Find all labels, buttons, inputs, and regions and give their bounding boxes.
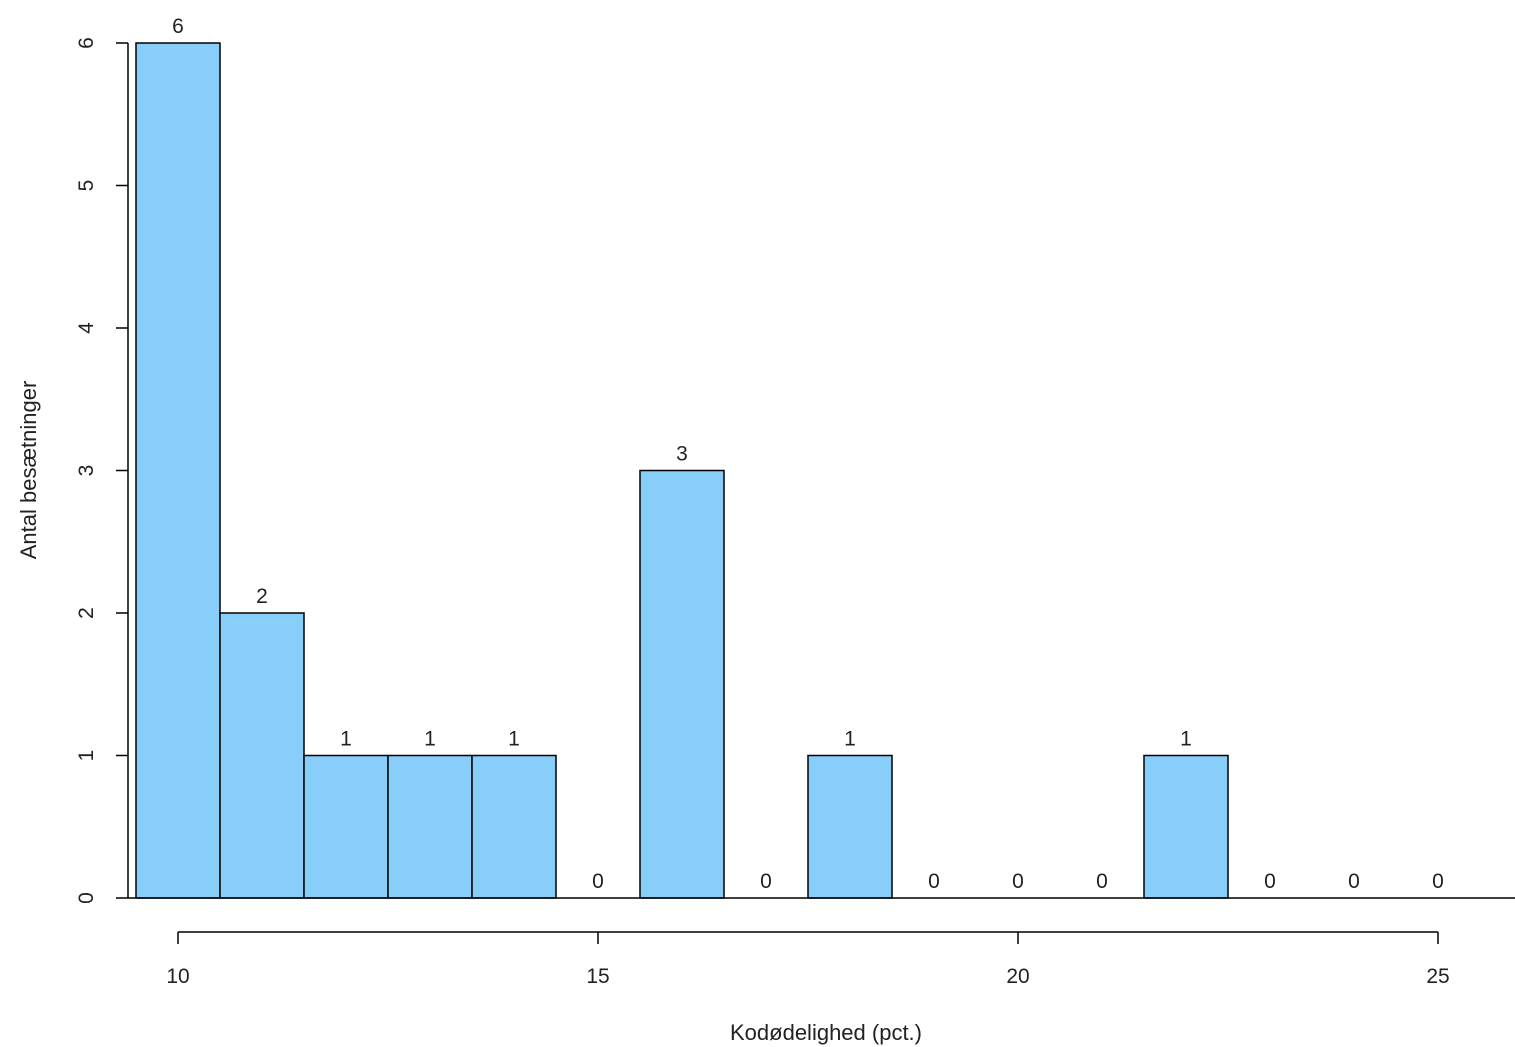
y-tick-label: 3 [75,465,98,477]
bar-count-label: 0 [928,870,940,893]
bar-count-label: 0 [1432,870,1444,893]
bar-count-label: 1 [1180,728,1192,751]
bar-count-label: 2 [256,585,268,608]
bar-count-label: 1 [424,728,436,751]
x-axis-title: Kodødelighed (pct.) [730,1020,922,1045]
y-tick-label: 1 [75,750,98,762]
bar-count-label: 1 [508,728,520,751]
y-axis-title: Antal besætninger [16,381,41,560]
bar-count-label: 0 [1096,870,1108,893]
bar-count-label: 3 [676,443,688,466]
bar-labels-group: 6 2 1 1 1 0 3 0 1 0 0 0 1 0 0 0 [172,15,1444,893]
y-tick-label: 6 [75,37,98,49]
x-tick-label: 20 [1006,965,1029,988]
histogram-bar [1143,754,1229,899]
x-tick-label: 10 [166,965,189,988]
histogram-bar [387,754,473,899]
histogram-bar [135,42,221,899]
x-tick-label: 15 [586,965,609,988]
histogram-bar [219,612,305,899]
histogram-bar [807,754,893,899]
bar-count-label: 0 [760,870,772,893]
y-tick-label: 4 [75,322,98,334]
bars-group [135,42,1229,899]
histogram-bar [639,469,725,899]
bar-count-label: 0 [1348,870,1360,893]
bar-count-label: 6 [172,15,184,38]
bar-count-label: 0 [1012,870,1024,893]
bar-count-label: 1 [340,728,352,751]
y-tick-label: 0 [75,892,98,904]
bar-count-label: 1 [844,728,856,751]
y-tick-label: 5 [75,180,98,192]
y-axis: 0 1 2 3 4 5 6 [75,37,129,904]
histogram-bar [471,754,557,899]
x-axis: 10 15 20 25 [166,931,1450,988]
y-tick-label: 2 [75,607,98,619]
bar-count-label: 0 [592,870,604,893]
x-tick-label: 25 [1426,965,1449,988]
histogram-bar [303,754,389,899]
bar-count-label: 0 [1264,870,1276,893]
